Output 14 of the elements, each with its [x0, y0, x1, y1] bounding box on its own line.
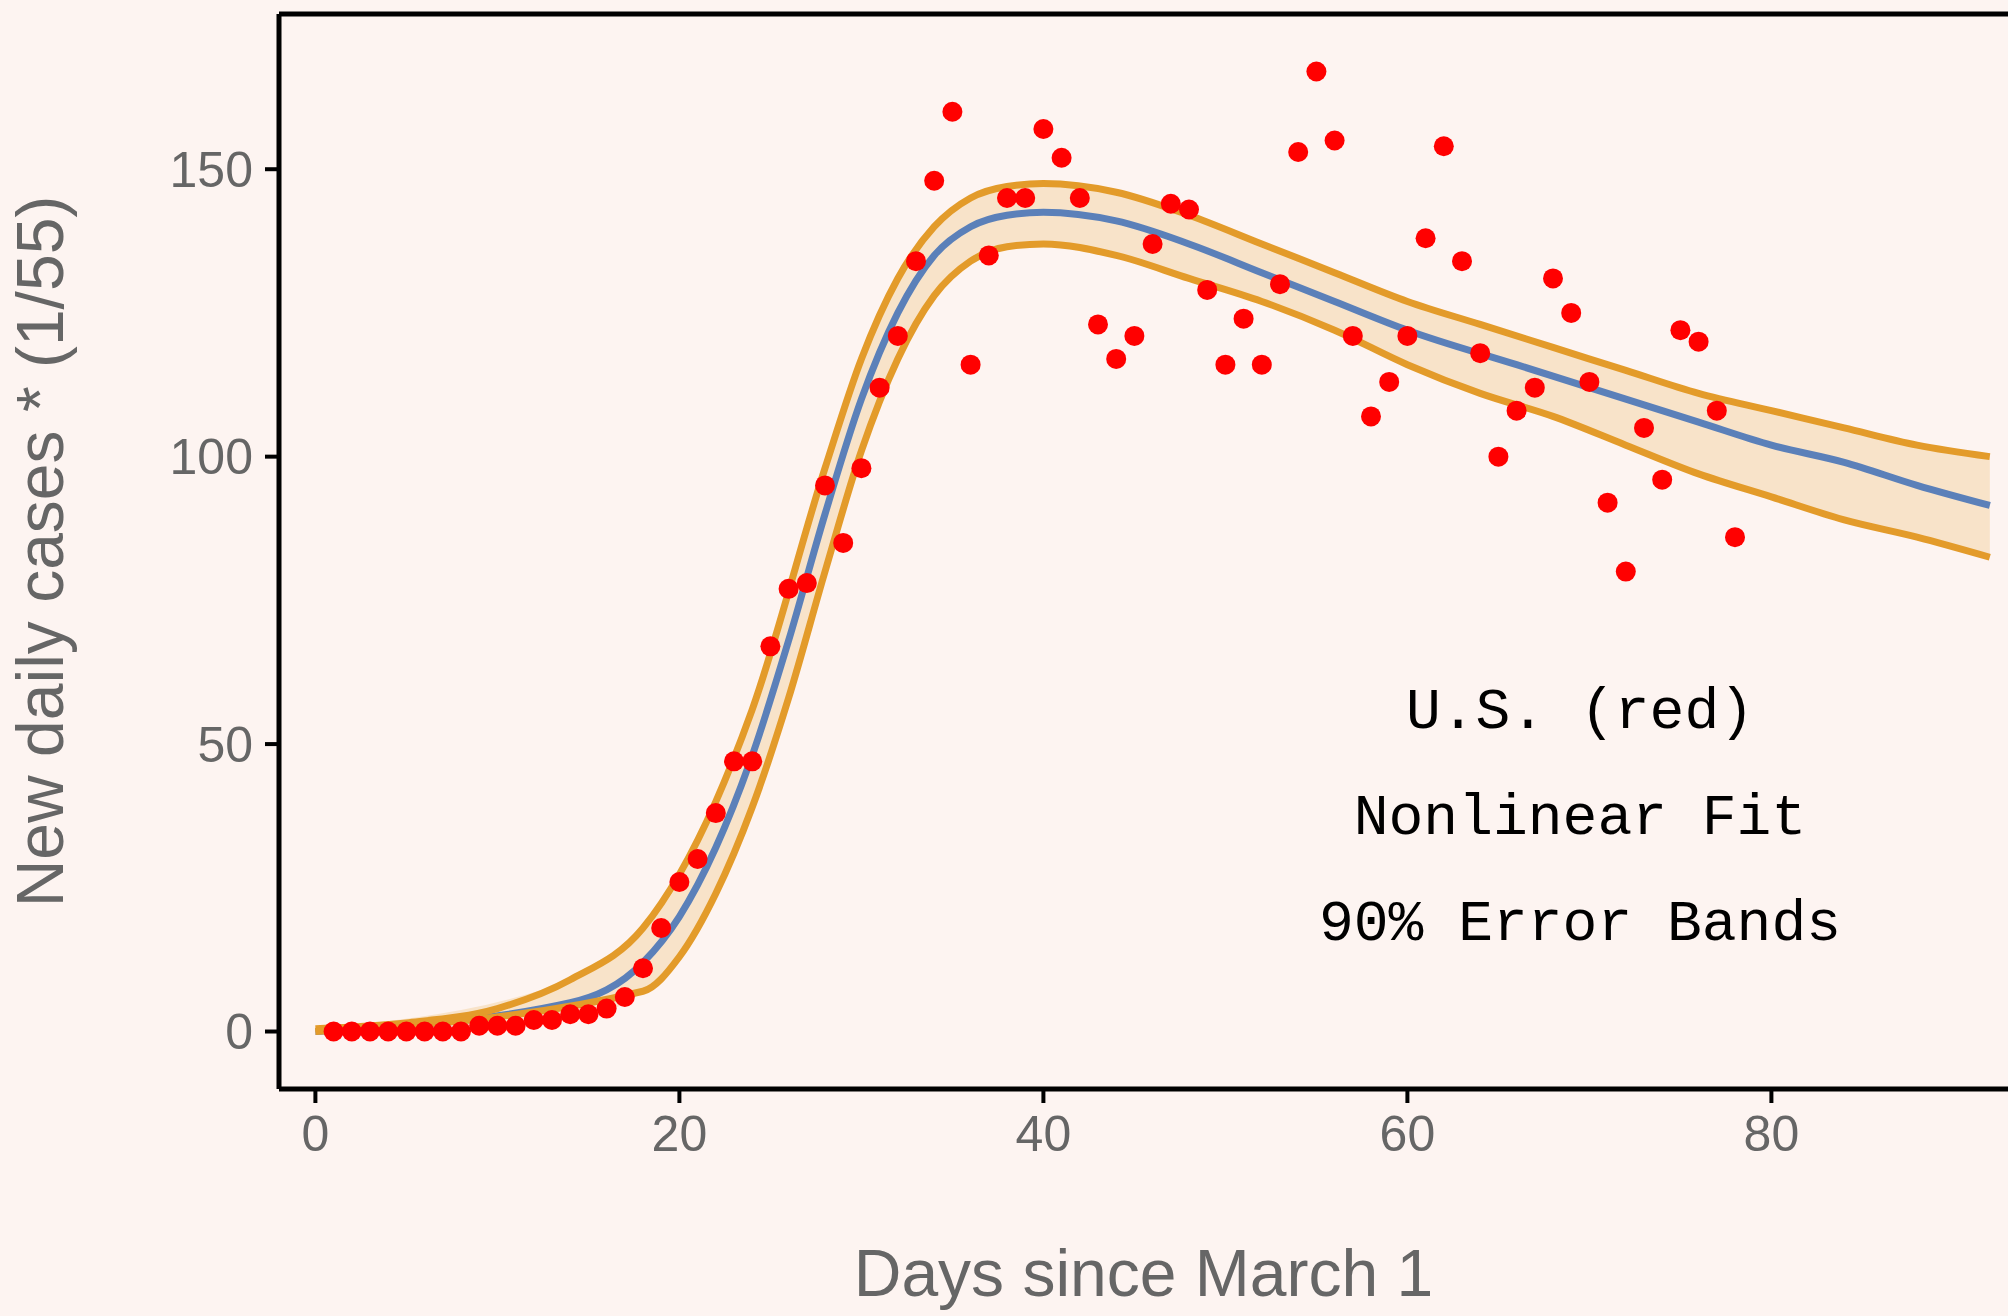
y-tick-label: 50 — [197, 716, 253, 773]
y-tick-label: 0 — [225, 1004, 253, 1061]
x-tick-label: 20 — [651, 1105, 708, 1162]
y-tick-label: 150 — [169, 141, 253, 198]
y-axis-title: New daily cases * (1/55) — [3, 195, 78, 908]
annotation: 90% Error Bands — [1317, 891, 1843, 959]
annotation: U.S. (red) — [1404, 679, 1756, 747]
x-tick-label: 60 — [1379, 1105, 1436, 1162]
x-tick-label: 0 — [301, 1105, 330, 1162]
annotation: Nonlinear Fit — [1352, 785, 1808, 853]
x-tick-label: 80 — [1743, 1105, 1800, 1162]
x-tick-label: 40 — [1015, 1105, 1072, 1162]
y-tick-label: 100 — [169, 429, 253, 486]
x-axis-title: Days since March 1 — [853, 1236, 1434, 1310]
